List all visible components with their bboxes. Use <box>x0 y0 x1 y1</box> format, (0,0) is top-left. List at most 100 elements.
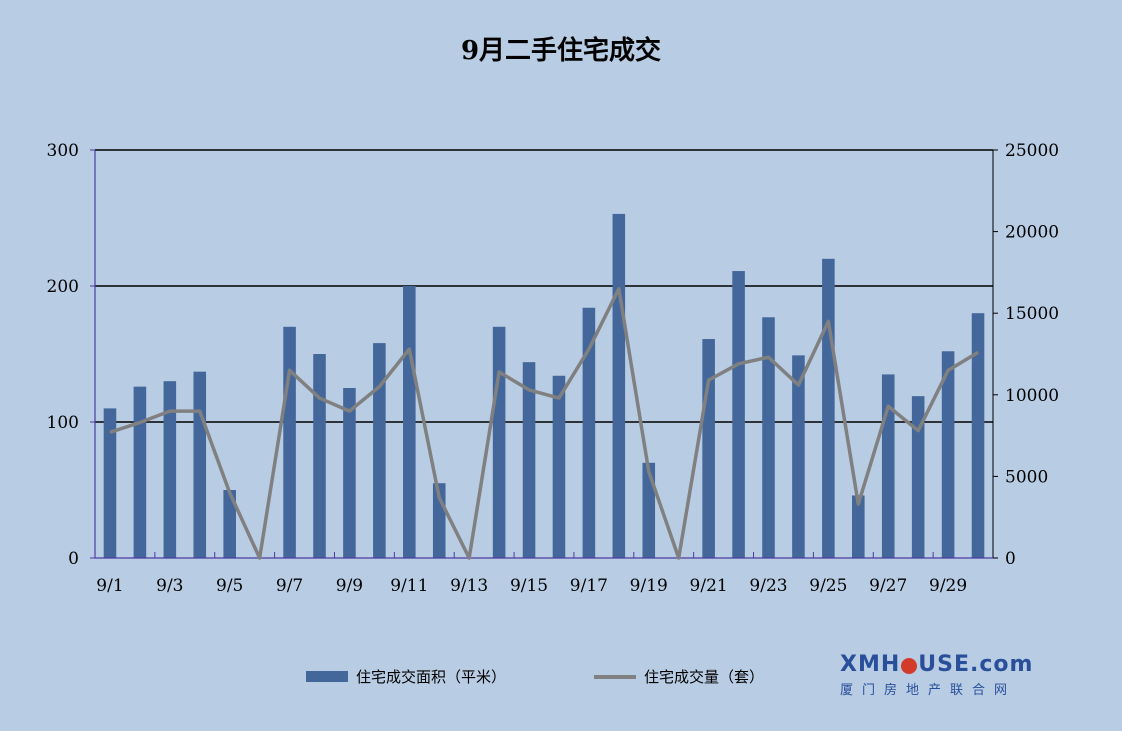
area-bar <box>612 213 626 559</box>
volume-point <box>827 320 829 322</box>
legend-label-area: 住宅成交面积（平米） <box>356 668 507 686</box>
area-bar <box>941 351 955 558</box>
tick-labels: 0 100 200 300 0 5000 10000 15000 20000 25000 9/1 9/… <box>47 141 1060 596</box>
area-bar <box>193 371 207 558</box>
legend-label-volume: 住宅成交量（套） <box>644 668 765 686</box>
volume-point <box>468 557 470 559</box>
y-left-tick-label: 100 <box>47 413 79 433</box>
area-bar <box>642 462 656 558</box>
area-bar <box>702 339 715 558</box>
x-tick-label: 9/11 <box>390 576 428 596</box>
logo-subtitle: 厦门房地产联合网 <box>840 683 1017 698</box>
volume-point <box>558 397 560 399</box>
area-bar <box>582 307 596 558</box>
y-left-tick-label: 200 <box>47 277 79 297</box>
volume-point <box>887 405 889 407</box>
area-bar <box>822 258 835 558</box>
area-bar <box>373 343 386 558</box>
legend-swatch-bar <box>306 671 348 682</box>
legend-item-area: 住宅成交面积（平米） <box>306 666 506 687</box>
volume-point <box>528 389 530 391</box>
volume-point <box>169 410 171 412</box>
volume-point <box>109 431 111 433</box>
y-right-tick-label: 20000 <box>1005 223 1059 243</box>
area-bar <box>852 495 865 558</box>
x-tick-label: 9/25 <box>809 576 847 596</box>
area-bar <box>313 354 326 558</box>
xmhouse-logo: XMH USE.com 厦门房地产联合网 <box>840 652 1050 702</box>
area-bar <box>223 490 236 558</box>
x-tick-label: 9/1 <box>96 576 123 596</box>
x-tick-label: 9/7 <box>276 576 303 596</box>
volume-point <box>618 288 620 290</box>
axes <box>90 149 998 559</box>
volume-point <box>139 422 141 424</box>
x-tick-label: 9/21 <box>690 576 728 596</box>
chart-title: 9月二手住宅成交 <box>460 36 662 66</box>
area-bar <box>971 313 985 558</box>
gridlines <box>95 149 993 423</box>
area-bar <box>283 326 296 558</box>
volume-point <box>259 557 261 559</box>
volume-point <box>797 384 799 386</box>
volume-point <box>319 397 320 399</box>
x-tick-label: 9/9 <box>336 576 363 596</box>
x-tick-label: 9/3 <box>156 576 183 596</box>
volume-point <box>678 557 680 559</box>
volume-point <box>498 371 500 373</box>
x-tick-label: 9/5 <box>216 576 243 596</box>
volume-point <box>977 351 979 353</box>
logo-sun-icon <box>901 658 918 674</box>
logo-wordmark: XMH USE.com <box>840 652 1050 677</box>
volume-point <box>348 410 350 412</box>
volume-point <box>768 356 769 358</box>
area-bars <box>103 213 985 559</box>
volume-point <box>289 369 291 371</box>
volume-point <box>738 363 740 365</box>
y-left-tick-label: 0 <box>68 549 79 569</box>
area-bar <box>133 386 147 558</box>
logo-text-right: USE.com <box>918 652 1034 677</box>
area-bar <box>792 355 805 558</box>
area-bar <box>762 317 775 558</box>
volume-point <box>857 503 859 505</box>
volume-point <box>947 369 949 371</box>
area-bar <box>163 381 177 558</box>
area-bar <box>343 388 356 558</box>
legend-item-volume: 住宅成交量（套） <box>594 666 764 687</box>
y-right-tick-label: 5000 <box>1005 467 1048 487</box>
y-right-tick-label: 25000 <box>1005 141 1059 161</box>
area-bar <box>403 286 416 558</box>
logo-text-left: XMH <box>840 652 901 677</box>
volume-point <box>648 471 650 473</box>
volume-point <box>199 410 201 412</box>
x-tick-label: 9/27 <box>869 576 907 596</box>
volume-point <box>378 386 380 388</box>
area-bar <box>522 362 536 558</box>
x-tick-label: 9/19 <box>630 576 668 596</box>
volume-point <box>438 497 440 499</box>
volume-point <box>917 430 919 432</box>
legend-swatch-line <box>594 674 637 679</box>
volume-line <box>109 286 979 560</box>
y-right-tick-label: 15000 <box>1005 304 1059 324</box>
y-right-tick-label: 0 <box>1005 549 1016 569</box>
y-left-tick-label: 300 <box>47 141 79 161</box>
area-bar <box>881 374 895 558</box>
volume-line-path <box>109 286 979 560</box>
y-right-tick-label: 10000 <box>1005 386 1059 406</box>
x-tick-label: 9/17 <box>570 576 608 596</box>
volume-point <box>588 348 590 350</box>
x-tick-label: 9/23 <box>749 576 787 596</box>
x-tick-label: 9/15 <box>510 576 548 596</box>
area-bar <box>492 326 506 558</box>
legend: 住宅成交面积（平米） 住宅成交量（套） <box>306 666 852 687</box>
volume-point <box>229 492 231 494</box>
x-tick-label: 9/29 <box>929 576 967 596</box>
area-bar <box>103 408 117 558</box>
volume-point <box>708 379 710 381</box>
area-bar <box>911 396 925 558</box>
area-bar <box>552 375 566 558</box>
